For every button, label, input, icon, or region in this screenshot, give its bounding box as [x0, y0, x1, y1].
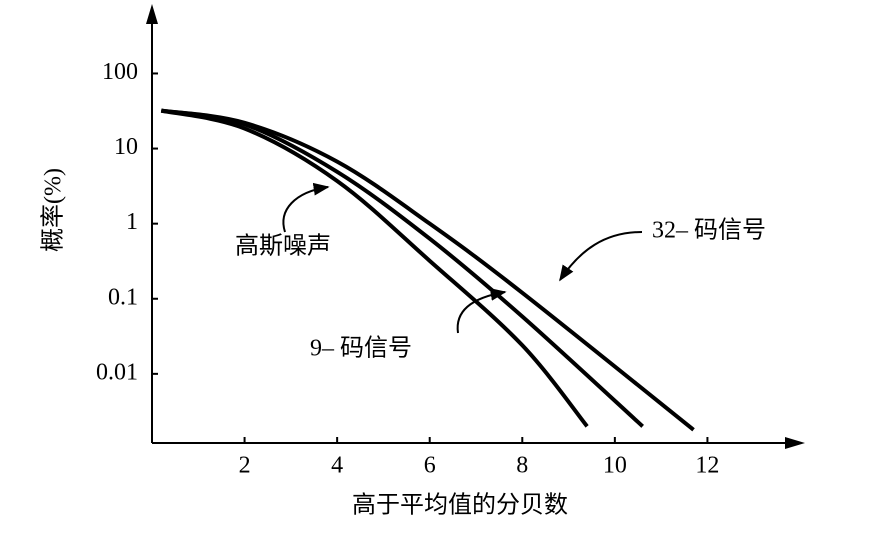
annotation-arrow	[559, 231, 643, 282]
curve-label: 高斯噪声	[235, 233, 331, 260]
annotation-arrow	[282, 182, 330, 233]
x-tick-label: 10	[603, 453, 627, 479]
x-axis-label: 高于平均值的分贝数	[352, 492, 568, 519]
x-axis-arrow	[785, 437, 805, 449]
y-axis-label: 概率(%)	[40, 168, 67, 252]
y-axis-arrow	[146, 4, 158, 24]
x-tick-label: 4	[331, 453, 343, 479]
annotation-arrow	[456, 288, 507, 334]
y-tick-label: 100	[102, 59, 138, 85]
y-tick-label: 1	[126, 209, 138, 235]
x-tick-label: 6	[424, 453, 436, 479]
y-tick-label: 0.01	[96, 359, 138, 385]
curve-label: 9– 码信号	[310, 335, 412, 362]
y-tick-label: 0.1	[108, 284, 138, 310]
curve	[160, 108, 644, 428]
curve	[160, 108, 589, 428]
x-tick-label: 2	[239, 453, 251, 479]
curve	[160, 108, 695, 432]
y-tick-label: 10	[114, 134, 138, 160]
x-tick-label: 12	[695, 453, 719, 479]
x-tick-label: 8	[516, 453, 528, 479]
curve-label: 32– 码信号	[652, 217, 766, 244]
